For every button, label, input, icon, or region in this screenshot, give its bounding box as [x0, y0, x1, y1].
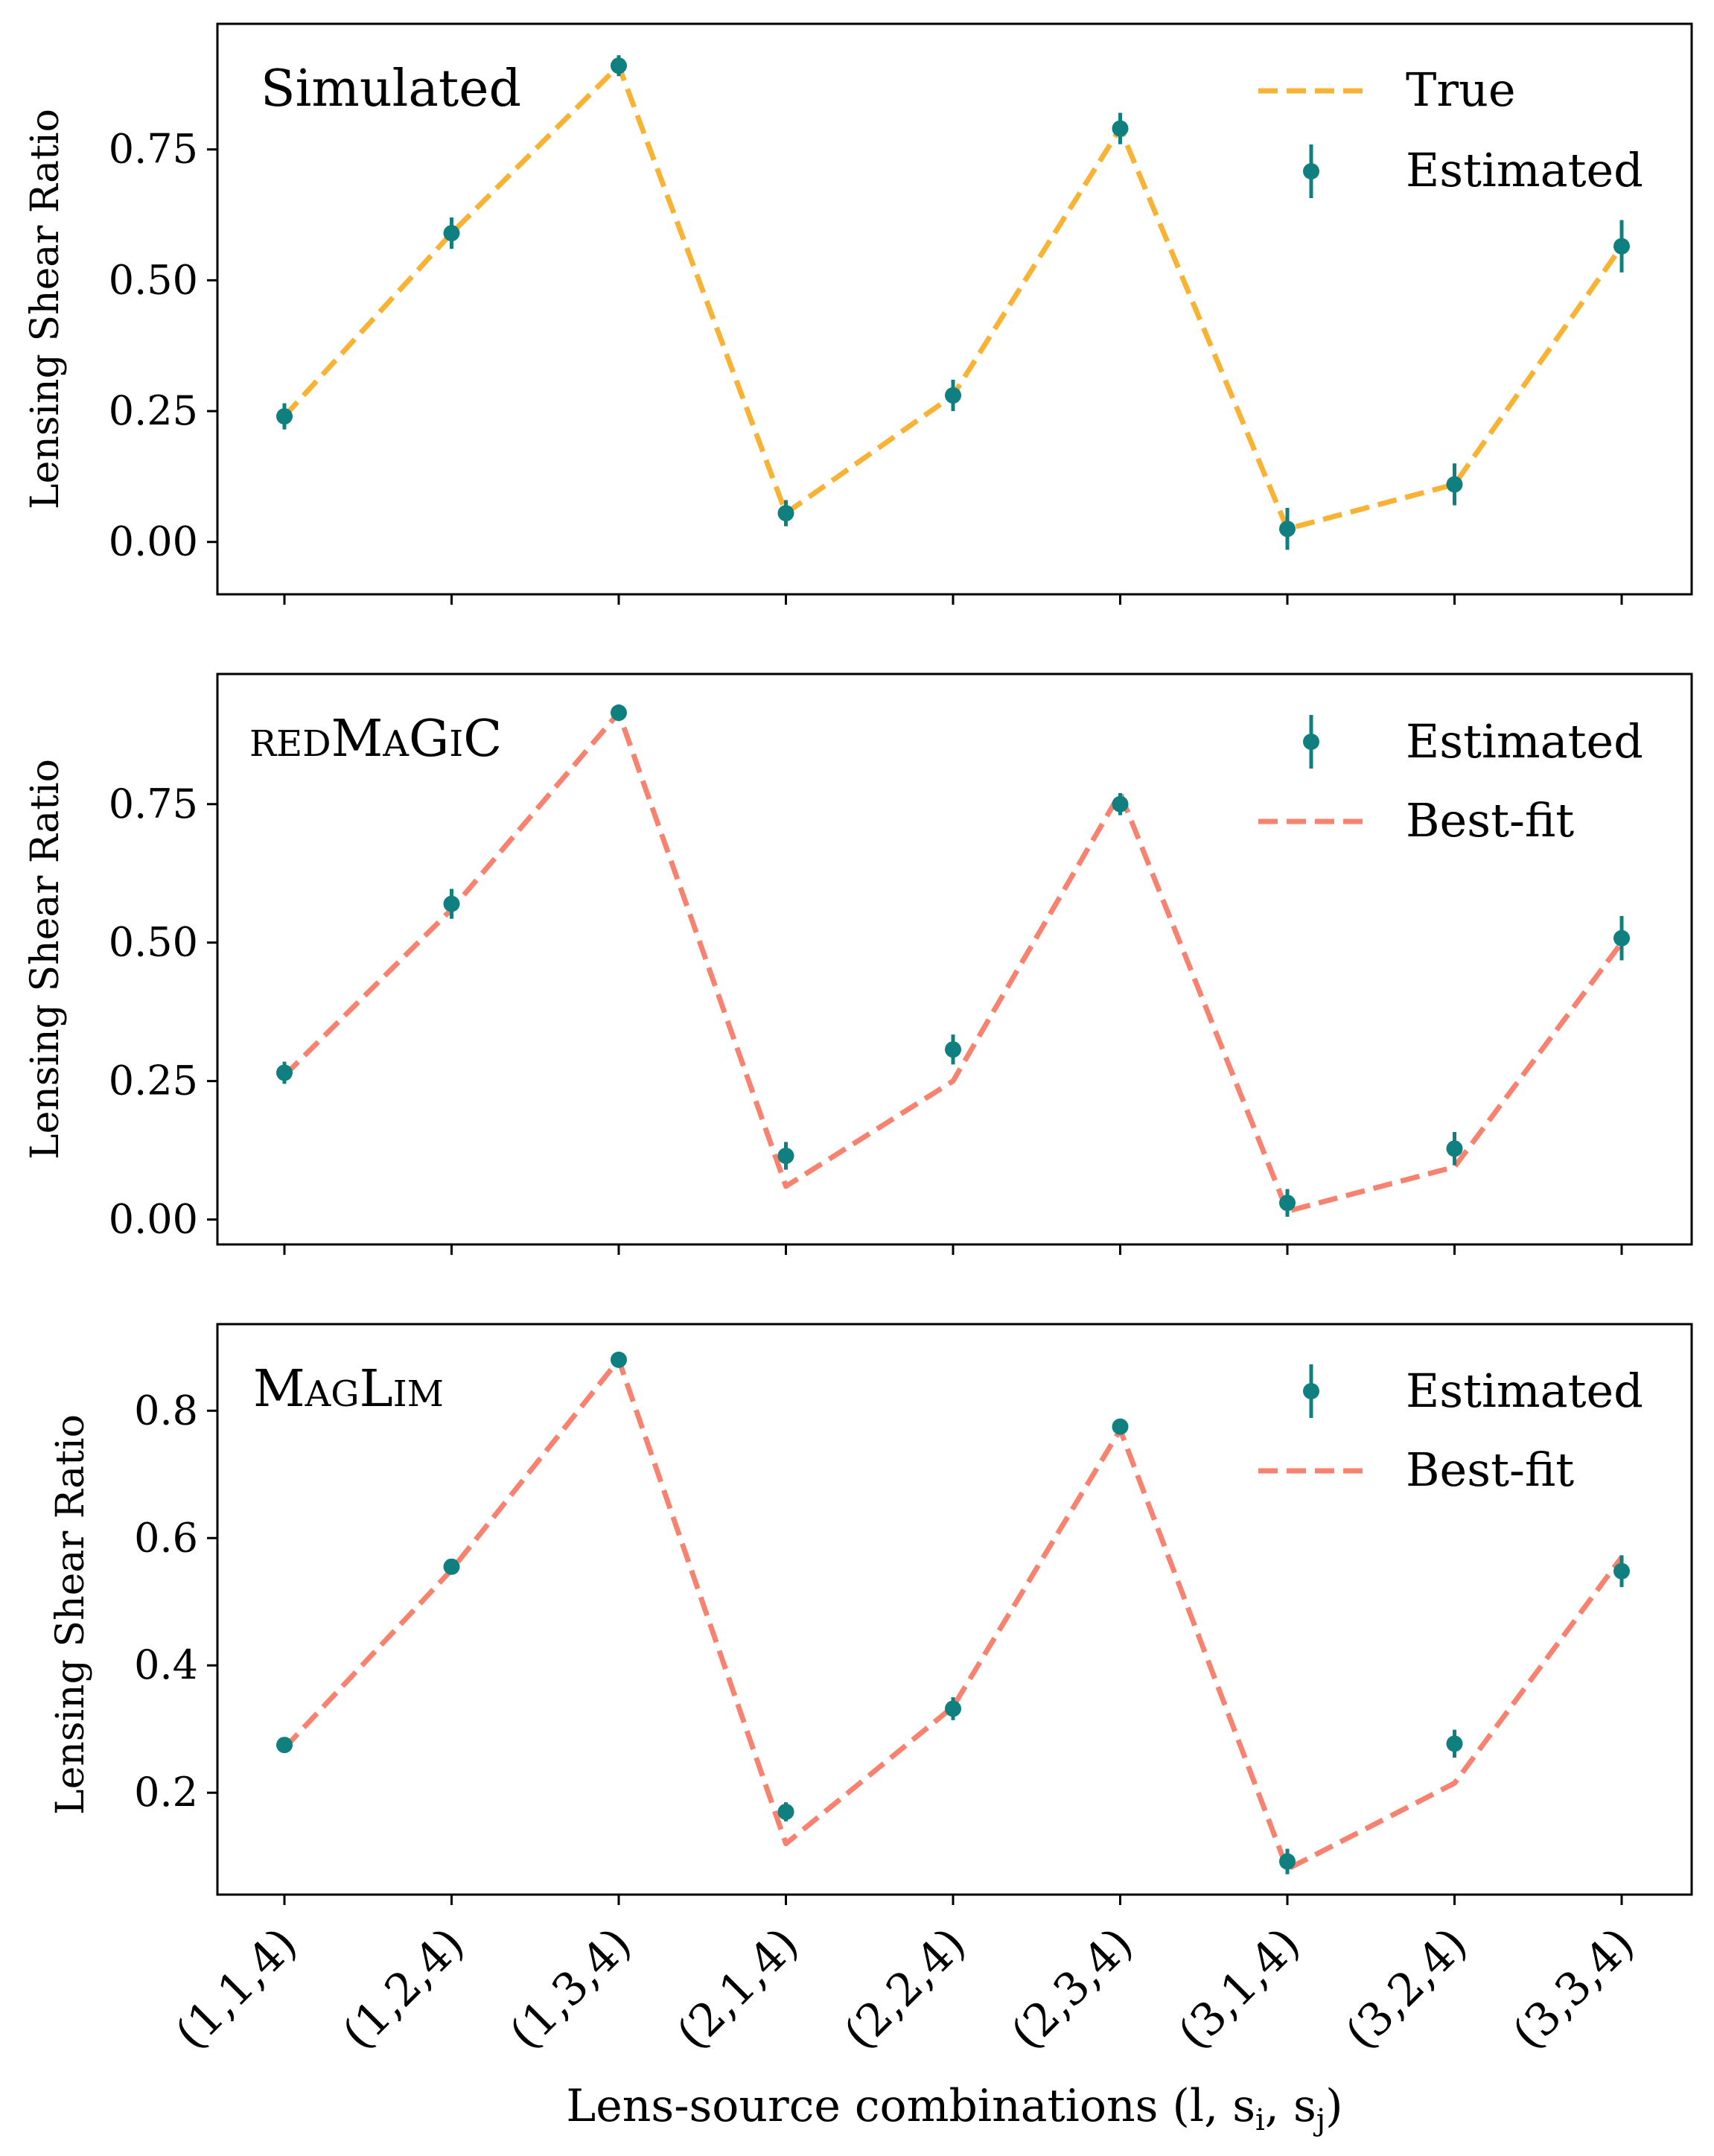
- y-tick-label: 0.00: [109, 1196, 198, 1243]
- panel-simulated: 0.00 0.25 0.50 0.75 Lensing Shear Ratio Sim…: [23, 22, 1693, 605]
- data-point: [443, 225, 460, 242]
- data-point: [1446, 1140, 1463, 1157]
- y-tick-label: 0.00: [109, 518, 198, 565]
- panel-title: Simulated: [261, 60, 521, 118]
- legend: Estimated Best-fit: [1258, 714, 1643, 848]
- panel-title: redMaGiC: [249, 710, 502, 769]
- series-line-best-fit: [282, 710, 1624, 1214]
- data-point: [1613, 238, 1630, 255]
- series-line-true: [282, 63, 1624, 532]
- y-tick-label: 0.50: [109, 256, 198, 303]
- data-point: [276, 408, 293, 425]
- data-point: [1446, 1735, 1463, 1752]
- x-tick-label: (2,1,4): [667, 1918, 809, 2060]
- data-point: [1613, 929, 1630, 947]
- panel-title: MagLim: [253, 1360, 444, 1419]
- y-axis-label: Lensing Shear Ratio: [48, 1414, 93, 1815]
- y-tick-label: 0.25: [109, 1058, 198, 1104]
- legend-true-label: True: [1406, 63, 1516, 117]
- legend-estimated-marker: [1303, 163, 1319, 179]
- data-point: [276, 1737, 293, 1754]
- plot-frame: [216, 672, 1693, 1246]
- data-point: [276, 1064, 293, 1081]
- x-tick-label: (2,3,4): [1001, 1918, 1144, 2060]
- data-point: [777, 1803, 794, 1820]
- data-point: [777, 1148, 794, 1165]
- data-point: [1112, 120, 1129, 137]
- legend-estimated-marker: [1303, 734, 1319, 750]
- y-tick-label: 0.50: [109, 919, 198, 966]
- x-tick-label: (3,2,4): [1336, 1918, 1478, 2060]
- series-line-best-fit: [282, 1357, 1624, 1872]
- x-tick-label: (3,1,4): [1168, 1918, 1310, 2060]
- x-tick-label: (1,1,4): [165, 1918, 308, 2060]
- data-point: [1279, 1853, 1296, 1870]
- plot-frame: [216, 22, 1693, 596]
- y-tick-label: 0.75: [109, 126, 198, 173]
- legend-estimated-label: Estimated: [1406, 714, 1643, 769]
- data-point: [611, 57, 627, 74]
- legend: Estimated Best-fit: [1258, 1364, 1643, 1497]
- data-point: [443, 1558, 460, 1575]
- plot-frame: [216, 1323, 1693, 1896]
- data-point: [611, 705, 627, 722]
- y-axis-label: Lensing Shear Ratio: [23, 109, 68, 509]
- data-point: [443, 895, 460, 912]
- panel-maglim: 0.2 0.4 0.6 0.8 (1,1,4) (1,2,4) (1,3,4) (2,1,4)…: [48, 1323, 1693, 2060]
- data-point: [1279, 1195, 1296, 1212]
- data-point: [1112, 1418, 1129, 1435]
- y-tick-label: 0.2: [134, 1769, 198, 1816]
- legend-estimated-label: Estimated: [1406, 143, 1643, 197]
- panel-redmagic: 0.00 0.25 0.50 0.75 Lensing Shear Ratio red…: [23, 672, 1693, 1255]
- x-tick-label: (3,3,4): [1503, 1918, 1645, 2060]
- legend-estimated-label: Estimated: [1406, 1364, 1643, 1418]
- data-point: [945, 387, 961, 404]
- x-tick-label: (1,3,4): [500, 1918, 642, 2060]
- data-point: [1613, 1562, 1630, 1580]
- data-point: [1446, 476, 1463, 493]
- x-tick-label: (1,2,4): [333, 1918, 475, 2060]
- legend-bestfit-label: Best-fit: [1406, 1443, 1574, 1497]
- data-point: [945, 1041, 961, 1058]
- y-tick-label: 0.75: [109, 780, 198, 827]
- x-tick-label: (2,2,4): [834, 1918, 976, 2060]
- y-tick-label: 0.4: [134, 1641, 198, 1688]
- y-tick-label: 0.25: [109, 387, 198, 434]
- data-point: [777, 505, 794, 522]
- data-point: [611, 1351, 627, 1368]
- legend-estimated-marker: [1303, 1383, 1319, 1399]
- legend-bestfit-label: Best-fit: [1406, 793, 1574, 848]
- data-point: [1279, 521, 1296, 538]
- y-axis-label: Lensing Shear Ratio: [23, 759, 68, 1160]
- x-axis-label: Lens-source combinations (l, si, sj): [566, 2080, 1342, 2137]
- legend: True Estimated: [1258, 63, 1643, 198]
- y-tick-label: 0.6: [134, 1514, 198, 1561]
- data-point: [945, 1700, 961, 1717]
- data-point: [1112, 795, 1129, 813]
- y-tick-label: 0.8: [134, 1387, 198, 1434]
